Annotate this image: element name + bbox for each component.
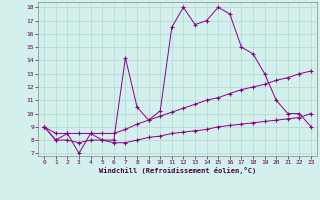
X-axis label: Windchill (Refroidissement éolien,°C): Windchill (Refroidissement éolien,°C) (99, 167, 256, 174)
